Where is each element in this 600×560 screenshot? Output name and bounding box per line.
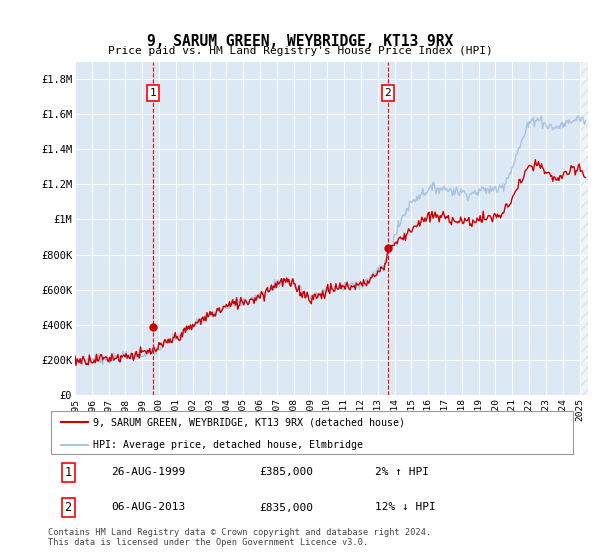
Text: 1: 1 [65, 465, 71, 479]
Text: 9, SARUM GREEN, WEYBRIDGE, KT13 9RX (detached house): 9, SARUM GREEN, WEYBRIDGE, KT13 9RX (det… [93, 417, 405, 427]
Text: £385,000: £385,000 [259, 467, 313, 477]
Text: £835,000: £835,000 [259, 502, 313, 512]
Text: 2% ↑ HPI: 2% ↑ HPI [376, 467, 430, 477]
Text: 06-AUG-2013: 06-AUG-2013 [112, 502, 185, 512]
Text: 1: 1 [150, 88, 157, 98]
Text: 9, SARUM GREEN, WEYBRIDGE, KT13 9RX: 9, SARUM GREEN, WEYBRIDGE, KT13 9RX [147, 34, 453, 49]
Text: HPI: Average price, detached house, Elmbridge: HPI: Average price, detached house, Elmb… [93, 440, 363, 450]
Text: 2: 2 [385, 88, 391, 98]
Text: Contains HM Land Registry data © Crown copyright and database right 2024.
This d: Contains HM Land Registry data © Crown c… [48, 528, 431, 547]
Text: 12% ↓ HPI: 12% ↓ HPI [376, 502, 436, 512]
Text: 26-AUG-1999: 26-AUG-1999 [112, 467, 185, 477]
Text: Price paid vs. HM Land Registry's House Price Index (HPI): Price paid vs. HM Land Registry's House … [107, 46, 493, 56]
FancyBboxPatch shape [50, 411, 574, 454]
Text: 2: 2 [65, 501, 71, 514]
